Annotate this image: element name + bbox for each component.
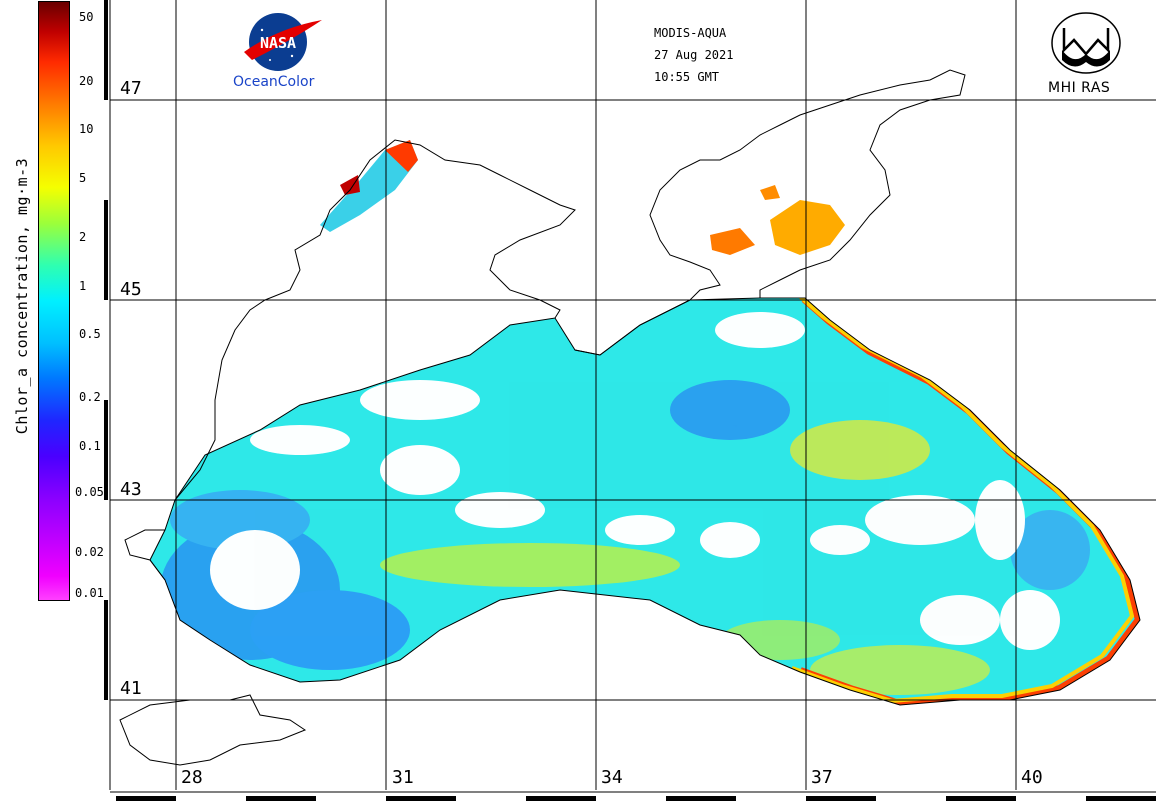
lon-label: 28 <box>181 767 203 788</box>
sensor-name: MODIS-AQUA <box>654 26 727 40</box>
lon-label: 40 <box>1021 767 1043 788</box>
colorbar-label: 0.02 <box>75 545 104 559</box>
lon-label: 31 <box>392 767 414 788</box>
acquisition-time: 10:55 GMT <box>654 70 720 84</box>
nasa-logo: NASA <box>244 13 322 71</box>
colorbar-label: 10 <box>79 122 94 136</box>
colorbar-label: 0.05 <box>75 485 104 499</box>
colorbar-scale <box>38 1 70 601</box>
graticule <box>110 0 1156 790</box>
lat-label: 45 <box>120 279 142 300</box>
lat-label: 47 <box>120 78 142 99</box>
lat-label: 41 <box>120 678 142 699</box>
colorbar-panel: Chlor_a concentration, mg·m-3 50 20 10 5… <box>0 0 106 801</box>
acquisition-info: MODIS-AQUA 27 Aug 2021 10:55 GMT <box>654 22 733 88</box>
lon-label: 37 <box>811 767 833 788</box>
colorbar-label: 0.2 <box>79 390 101 404</box>
colorbar-label: 20 <box>79 74 94 88</box>
svg-text:NASA: NASA <box>260 34 296 52</box>
colorbar-label: 0.01 <box>75 586 104 600</box>
bottom-axis-ticks <box>110 791 1156 801</box>
mhi-ras-logo <box>1051 12 1121 74</box>
acquisition-date: 27 Aug 2021 <box>654 48 734 62</box>
colorbar-label: 0.5 <box>79 327 101 341</box>
colorbar-label: 1 <box>79 279 87 293</box>
colorbar-label: 0.1 <box>79 439 101 453</box>
mhi-ras-text: MHI RAS <box>1048 80 1111 96</box>
northwest-shelf-plume <box>320 140 418 232</box>
left-axis-ticks <box>104 0 111 790</box>
colorbar-label: 50 <box>79 10 94 24</box>
chlorophyll-field <box>150 298 1140 705</box>
lat-label: 43 <box>120 479 142 500</box>
colorbar-label: 5 <box>79 171 87 185</box>
azov-sea-patches <box>710 185 845 255</box>
oceancolor-text: OceanColor <box>233 74 315 90</box>
lon-label: 34 <box>601 767 623 788</box>
colorbar-label: 2 <box>79 230 87 244</box>
